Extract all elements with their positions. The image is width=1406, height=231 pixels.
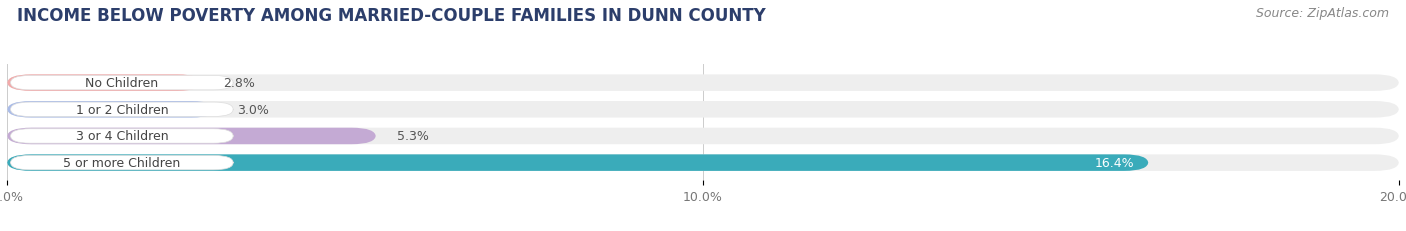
FancyBboxPatch shape [7,102,217,118]
Text: 3.0%: 3.0% [236,103,269,116]
FancyBboxPatch shape [7,155,1149,171]
FancyBboxPatch shape [7,75,202,91]
Text: 2.8%: 2.8% [222,77,254,90]
FancyBboxPatch shape [10,76,233,90]
Text: 1 or 2 Children: 1 or 2 Children [76,103,169,116]
FancyBboxPatch shape [7,128,375,145]
Text: 5 or more Children: 5 or more Children [63,156,180,169]
FancyBboxPatch shape [7,75,1399,91]
Text: 5.3%: 5.3% [396,130,429,143]
Text: INCOME BELOW POVERTY AMONG MARRIED-COUPLE FAMILIES IN DUNN COUNTY: INCOME BELOW POVERTY AMONG MARRIED-COUPL… [17,7,766,25]
FancyBboxPatch shape [10,156,233,170]
FancyBboxPatch shape [10,103,233,117]
FancyBboxPatch shape [7,102,1399,118]
Text: No Children: No Children [86,77,159,90]
FancyBboxPatch shape [10,129,233,143]
Text: 16.4%: 16.4% [1095,156,1135,169]
Text: 3 or 4 Children: 3 or 4 Children [76,130,169,143]
Text: Source: ZipAtlas.com: Source: ZipAtlas.com [1256,7,1389,20]
FancyBboxPatch shape [7,155,1399,171]
FancyBboxPatch shape [7,128,1399,145]
